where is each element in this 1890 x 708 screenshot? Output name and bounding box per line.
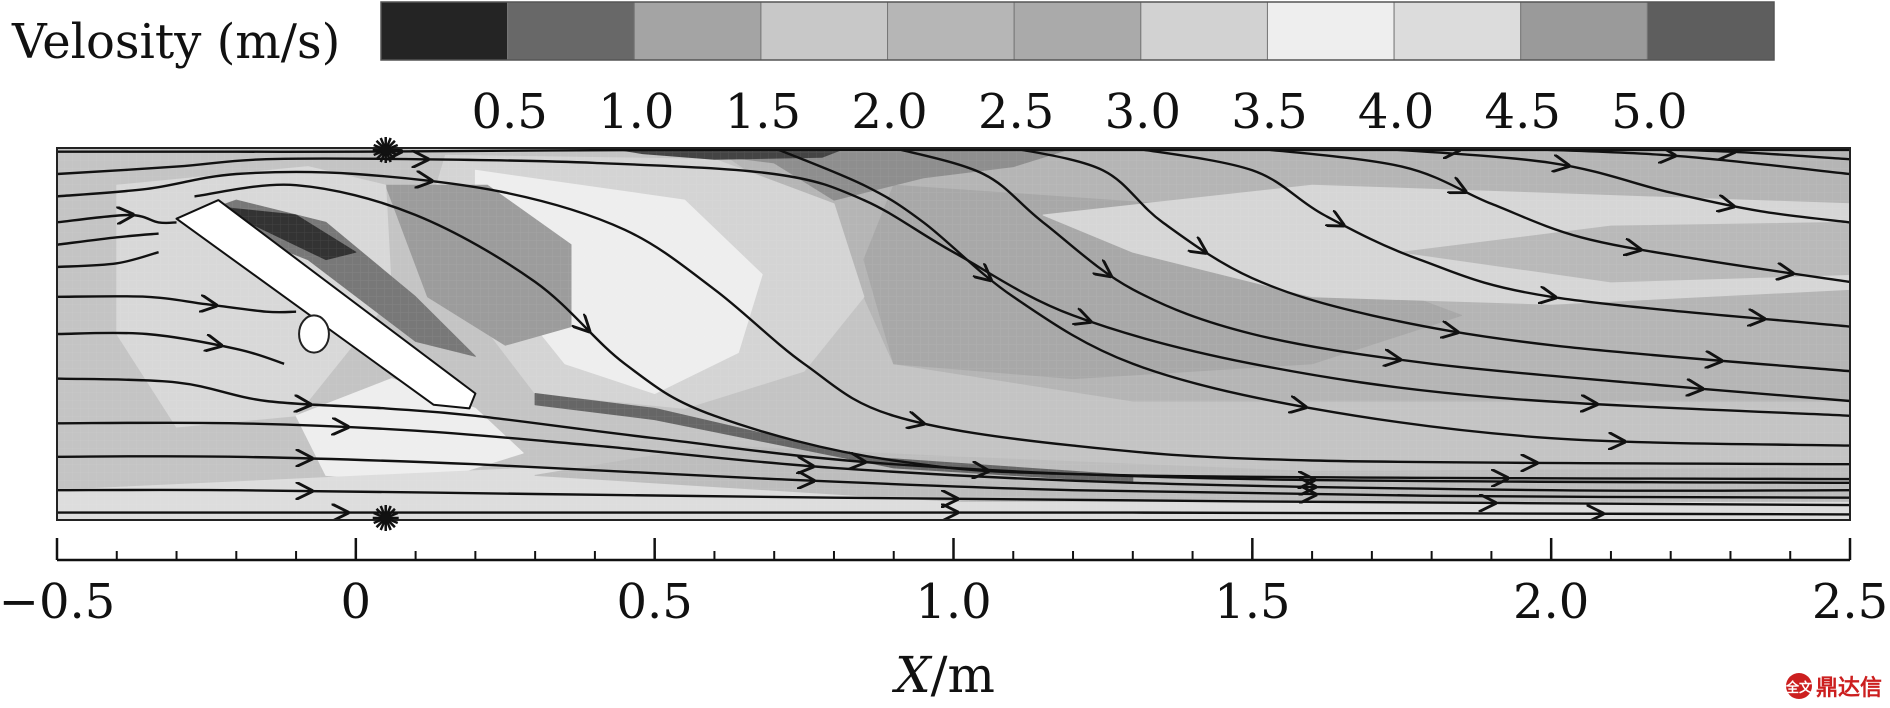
streamline-arrow: [115, 215, 129, 216]
colorbar-tick-label: 1.5: [725, 84, 801, 140]
x-tick-label: 2.0: [1513, 574, 1589, 630]
x-tick-label: 0: [341, 574, 372, 630]
colorbar-band: [1266, 1, 1395, 61]
streamline: [57, 232, 159, 246]
streamline: [773, 148, 1850, 447]
colorbar-tick-labels: 0.5 1.0 1.5 2.0 2.5 3.0 3.5 4.0 4.5 5.0: [471, 84, 1687, 140]
colorbar-band: [507, 1, 635, 61]
colorbar-band: [1140, 1, 1268, 61]
x-axis: −0.5 0 0.5 1.0 1.5 2.0 2.5: [0, 538, 1888, 630]
colorbar-tick-label: 3.0: [1105, 84, 1181, 140]
streamline: [57, 331, 285, 365]
watermark-badge: 全文: [1785, 673, 1812, 699]
colorbar-tick-label: 2.0: [851, 84, 927, 140]
colorbar-band: [887, 1, 1015, 61]
colorbar-band: [1013, 1, 1142, 61]
x-tick-label: 2.5: [1812, 574, 1888, 630]
streamline-arrow: [330, 426, 344, 427]
foil-body: [175, 199, 477, 410]
x-tick-label: 1.5: [1214, 574, 1290, 630]
colorbar-band: [1520, 1, 1648, 61]
colorbar-band: [380, 1, 509, 61]
streamline-arrow: [293, 403, 307, 404]
streamline: [57, 488, 1850, 507]
streamline: [57, 377, 1850, 484]
streamline-arrow: [795, 465, 809, 466]
colorbar-band: [1646, 1, 1775, 61]
streamline-arrow: [1657, 154, 1671, 155]
streamline: [1371, 148, 1850, 224]
streamline: [893, 148, 1850, 403]
colorbar-frame: [380, 1, 1775, 61]
colorbar-tick-label: 0.5: [471, 84, 547, 140]
field-frame: [56, 147, 1851, 521]
streamline: [57, 170, 1850, 466]
colorbar-tick-label: 4.5: [1485, 84, 1561, 140]
streamline-arrow: [1685, 387, 1699, 388]
x-axis-label: X/m: [891, 646, 995, 704]
colorbar-band: [633, 1, 762, 61]
flow-field: [57, 148, 1850, 520]
streamline: [194, 183, 1850, 481]
wall-marker-hub: [380, 513, 391, 523]
streamline: [1013, 148, 1850, 373]
streamline-arrow: [847, 461, 861, 462]
colorbar-band: [760, 1, 889, 61]
colorbar-band: [1393, 1, 1522, 61]
streamline-arrow: [1717, 151, 1731, 152]
watermark: 全文 鼎达信: [1785, 670, 1882, 702]
streamline: [57, 511, 1850, 516]
colorbar: [380, 1, 1775, 61]
streamline-arrow: [1704, 359, 1718, 360]
colorbar-tick-label: 5.0: [1611, 84, 1687, 140]
cylinder: [298, 314, 330, 354]
streamlines: [57, 148, 1850, 514]
wall-marker-hub: [380, 145, 391, 155]
x-tick-label: 1.0: [915, 574, 991, 630]
watermark-text: 鼎达信: [1815, 676, 1882, 701]
colorbar-tick-label: 3.5: [1231, 84, 1307, 140]
wall-markers: [372, 137, 399, 531]
streamline: [57, 213, 177, 225]
colorbar-tick-label: 2.5: [978, 84, 1054, 140]
foil: [175, 199, 477, 410]
x-tick-label: −0.5: [0, 574, 115, 630]
colorbar-title: Velosity (m/s): [11, 14, 340, 70]
streamline-arrow: [1746, 317, 1760, 318]
streamline: [57, 455, 1850, 499]
colorbar-tick-label: 1.0: [598, 84, 674, 140]
streamline-arrow: [796, 480, 810, 481]
streamline: [57, 421, 1850, 492]
streamline: [57, 251, 159, 269]
streamline: [57, 157, 1850, 417]
streamline-arrow: [1579, 403, 1593, 404]
colorbar-tick-label: 4.0: [1358, 84, 1434, 140]
streamline: [1252, 148, 1850, 284]
x-tick-label: 0.5: [616, 574, 692, 630]
streamline: [1132, 148, 1850, 328]
